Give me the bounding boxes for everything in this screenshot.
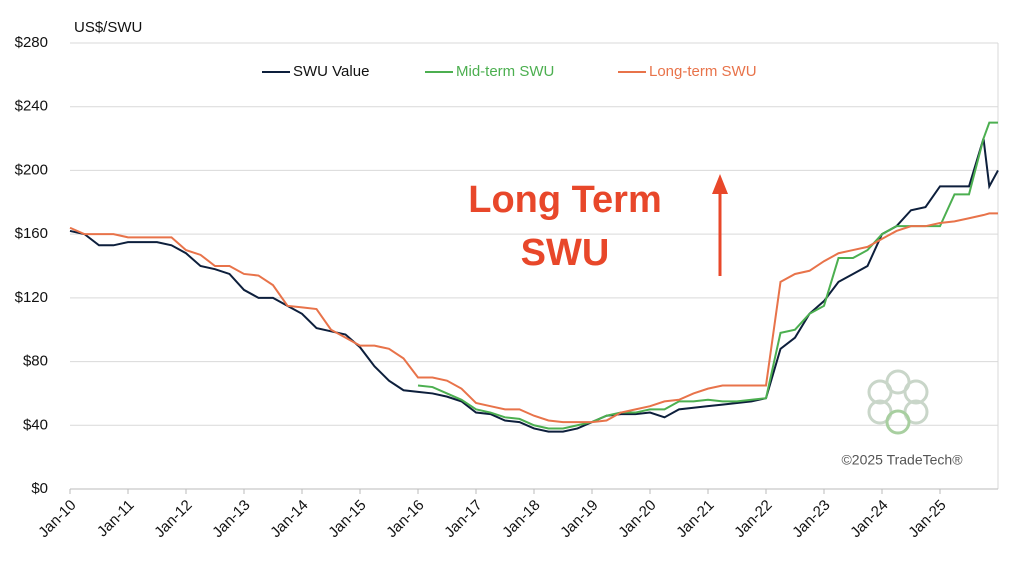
y-tick-label: $40 xyxy=(23,416,48,433)
x-tick-label: Jan-21 xyxy=(673,497,717,541)
x-tick-label: Jan-25 xyxy=(905,497,949,541)
y-tick-label: $80 xyxy=(23,353,48,370)
x-tick-label: Jan-19 xyxy=(557,497,601,541)
legend-label: Mid-term SWU xyxy=(456,63,554,80)
credit: ©2025 TradeTech® xyxy=(841,452,963,468)
x-tick-label: Jan-14 xyxy=(267,497,311,541)
y-tick-label: $120 xyxy=(15,289,48,306)
y-tick-label: $160 xyxy=(15,225,48,242)
x-tick-label: Jan-23 xyxy=(789,497,833,541)
annotation: Long Term xyxy=(468,179,662,221)
x-tick-label: Jan-15 xyxy=(325,497,369,541)
x-tick-label: Jan-17 xyxy=(441,497,485,541)
series-line xyxy=(69,138,999,433)
x-tick-label: Jan-20 xyxy=(615,497,659,541)
series-line xyxy=(69,212,998,424)
y-tick-label: $0 xyxy=(31,480,48,497)
x-tick-label: Jan-13 xyxy=(209,497,253,541)
y-tick-label: $280 xyxy=(15,34,48,51)
x-tick-label: Jan-24 xyxy=(847,497,891,541)
x-tick-label: Jan-22 xyxy=(731,497,775,541)
y-tick-label: $240 xyxy=(15,98,48,115)
x-tick-label: Jan-16 xyxy=(383,497,427,541)
x-tick-label: Jan-10 xyxy=(35,497,79,541)
x-tick-label: Jan-18 xyxy=(499,497,543,541)
logo xyxy=(867,369,929,435)
annotation: SWU xyxy=(521,232,610,274)
legend-label: SWU Value xyxy=(293,63,369,80)
y-tick-label: $200 xyxy=(15,161,48,178)
legend-label: Long-term SWU xyxy=(649,63,757,80)
y-axis-label: US$/SWU xyxy=(74,19,142,36)
arrow xyxy=(712,174,728,276)
x-tick-label: Jan-12 xyxy=(151,497,195,541)
x-tick-label: Jan-11 xyxy=(94,497,138,541)
